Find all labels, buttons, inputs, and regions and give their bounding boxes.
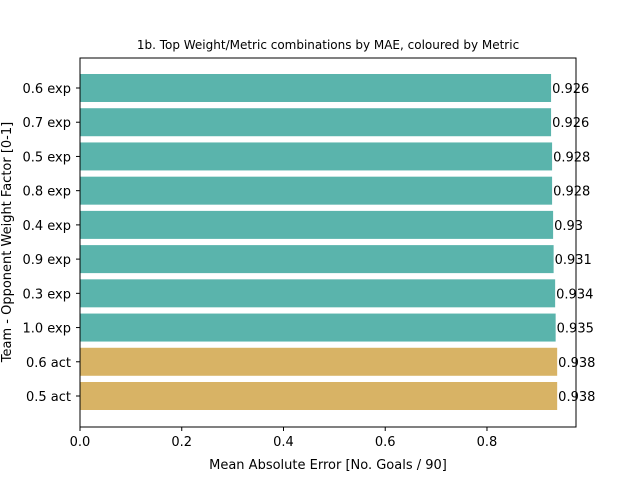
bars-group: 0.926 0.926 0.928 0.928 0.93 0.931 0.934 0.935 0… — [80, 74, 595, 410]
y-tick-label-3: 0.8 exp — [22, 185, 71, 200]
data-label-1: 0.926 — [552, 116, 589, 131]
data-label-2: 0.928 — [553, 150, 590, 165]
x-tick-label-2: 0.4 — [273, 435, 294, 450]
chart-title: 1b. Top Weight/Metric combinations by MA… — [137, 38, 519, 52]
data-label-9: 0.938 — [558, 390, 595, 405]
bar-3 — [80, 176, 553, 205]
x-tick-label-0: 0.0 — [70, 435, 91, 450]
bar-8 — [80, 347, 558, 376]
y-tick-label-1: 0.7 exp — [22, 116, 71, 131]
bar-7 — [80, 313, 556, 342]
data-label-5: 0.931 — [555, 253, 592, 268]
bar-1 — [80, 108, 552, 137]
bar-2 — [80, 142, 553, 171]
y-tick-label-9: 0.5 act — [26, 390, 71, 405]
data-label-3: 0.928 — [553, 185, 590, 200]
ticks-group: 0.6 exp 0.7 exp 0.5 exp 0.8 exp 0.4 exp 0.9 e… — [22, 82, 497, 450]
data-label-4: 0.93 — [554, 219, 583, 234]
data-label-0: 0.926 — [552, 82, 589, 97]
x-tick-label-4: 0.8 — [477, 435, 498, 450]
plot-frame — [79, 57, 577, 428]
data-label-7: 0.935 — [557, 322, 594, 337]
x-tick-label-3: 0.6 — [375, 435, 396, 450]
x-tick-label-1: 0.2 — [171, 435, 192, 450]
bar-9 — [80, 382, 558, 410]
bar-5 — [80, 245, 554, 274]
y-tick-label-5: 0.9 exp — [22, 253, 71, 268]
y-tick-label-6: 0.3 exp — [22, 287, 71, 302]
y-tick-label-8: 0.6 act — [26, 356, 71, 371]
bar-4 — [80, 210, 554, 239]
bar-6 — [80, 279, 556, 308]
y-tick-label-2: 0.5 exp — [22, 150, 71, 165]
data-label-8: 0.938 — [558, 356, 595, 371]
bar-0 — [80, 74, 552, 102]
y-tick-label-4: 0.4 exp — [22, 219, 71, 234]
y-axis-title: Team - Opponent Weight Factor [0-1] — [0, 122, 15, 363]
data-label-6: 0.934 — [556, 287, 593, 302]
x-axis-title: Mean Absolute Error [No. Goals / 90] — [209, 458, 447, 473]
y-tick-label-0: 0.6 exp — [22, 82, 71, 97]
y-tick-label-7: 1.0 exp — [22, 322, 71, 337]
